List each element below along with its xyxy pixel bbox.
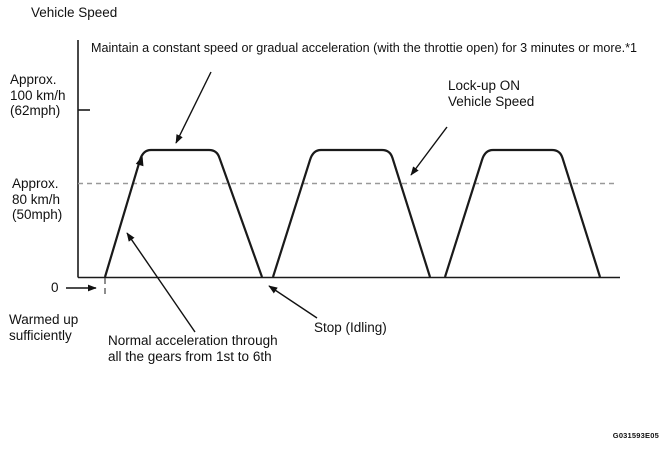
warmed-up-annotation: Warmed up sufficiently <box>9 312 78 343</box>
ref-100-line3: (62mph) <box>10 103 61 118</box>
ref-label-100kmh: Approx. 100 km/h (62mph) <box>10 72 66 119</box>
ref-80-line3: (50mph) <box>12 207 63 222</box>
ref-80-line2: 80 km/h <box>12 191 61 207</box>
figure-code: G031593E05 <box>612 431 659 440</box>
ref-100-line2: 100 km/h <box>10 87 66 103</box>
ref-80-line1: Approx. <box>12 176 59 191</box>
warmed-line2: sufficiently <box>9 327 72 343</box>
speed-cycle-2 <box>271 148 432 278</box>
normal-accel-line1: Normal acceleration through <box>108 333 278 348</box>
lockup-line1: Lock-up ON <box>448 78 521 93</box>
arrow-lockup-to-trace <box>410 126 448 176</box>
normal-accel-line2: all the gears from 1st to 6th <box>108 349 272 364</box>
acceleration-direction-arrowhead <box>135 155 144 167</box>
origin-zero-label: 0 <box>51 280 59 295</box>
stop-idling-annotation: Stop (Idling) <box>314 320 387 335</box>
maintain-speed-annotation: Maintain a constant speed or gradual acc… <box>91 41 638 55</box>
chart-title: Vehicle Speed <box>31 5 118 20</box>
warmed-line1: Warmed up <box>9 312 79 327</box>
arrow-maintain-to-plateau <box>175 71 212 144</box>
lockup-on-annotation: Lock-up ON Vehicle Speed <box>448 78 534 109</box>
lockup-line2: Vehicle Speed <box>448 93 535 109</box>
speed-cycle-1 <box>103 148 264 278</box>
ref-100-line1: Approx. <box>10 72 57 87</box>
normal-acceleration-annotation: Normal acceleration through all the gear… <box>108 333 278 365</box>
ref-label-80kmh: Approx. 80 km/h (50mph) <box>12 176 62 223</box>
speed-cycle-3 <box>443 148 602 278</box>
arrow-stop-to-baseline <box>268 285 318 319</box>
arrow-normal-accel-to-slope <box>126 232 196 333</box>
